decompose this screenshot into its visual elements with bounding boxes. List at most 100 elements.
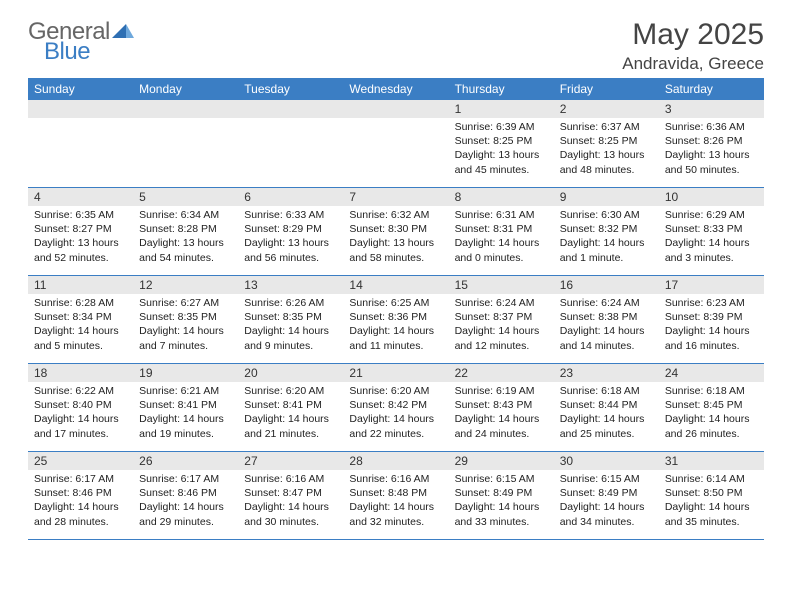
sunrise-line: Sunrise: 6:35 AM — [34, 208, 127, 222]
day-number: 11 — [28, 276, 133, 294]
daylight-line: Daylight: 14 hours and 0 minutes. — [455, 236, 548, 264]
day-cell: 31Sunrise: 6:14 AMSunset: 8:50 PMDayligh… — [659, 452, 764, 540]
daylight-line: Daylight: 13 hours and 52 minutes. — [34, 236, 127, 264]
sunset-line: Sunset: 8:32 PM — [560, 222, 653, 236]
brand-line2: Blue — [44, 38, 90, 66]
day-cell: 20Sunrise: 6:20 AMSunset: 8:41 PMDayligh… — [238, 364, 343, 452]
day-number: 14 — [343, 276, 448, 294]
sunrise-line: Sunrise: 6:14 AM — [665, 472, 758, 486]
daylight-line: Daylight: 13 hours and 54 minutes. — [139, 236, 232, 264]
day-info: Sunrise: 6:15 AMSunset: 8:49 PMDaylight:… — [449, 470, 554, 529]
day-cell: 4Sunrise: 6:35 AMSunset: 8:27 PMDaylight… — [28, 188, 133, 276]
day-cell: 18Sunrise: 6:22 AMSunset: 8:40 PMDayligh… — [28, 364, 133, 452]
week-row: 4Sunrise: 6:35 AMSunset: 8:27 PMDaylight… — [28, 188, 764, 276]
day-cell: 22Sunrise: 6:19 AMSunset: 8:43 PMDayligh… — [449, 364, 554, 452]
day-number: 28 — [343, 452, 448, 470]
week-row: 25Sunrise: 6:17 AMSunset: 8:46 PMDayligh… — [28, 452, 764, 540]
sunset-line: Sunset: 8:42 PM — [349, 398, 442, 412]
sunset-line: Sunset: 8:29 PM — [244, 222, 337, 236]
sunset-line: Sunset: 8:41 PM — [139, 398, 232, 412]
day-info: Sunrise: 6:24 AMSunset: 8:38 PMDaylight:… — [554, 294, 659, 353]
day-info: Sunrise: 6:28 AMSunset: 8:34 PMDaylight:… — [28, 294, 133, 353]
sunrise-line: Sunrise: 6:20 AM — [349, 384, 442, 398]
dow-fri: Friday — [554, 78, 659, 100]
day-number: 15 — [449, 276, 554, 294]
day-number: 7 — [343, 188, 448, 206]
day-info: Sunrise: 6:36 AMSunset: 8:26 PMDaylight:… — [659, 118, 764, 177]
day-info: Sunrise: 6:20 AMSunset: 8:41 PMDaylight:… — [238, 382, 343, 441]
day-number: 25 — [28, 452, 133, 470]
sunrise-line: Sunrise: 6:15 AM — [560, 472, 653, 486]
day-cell: 10Sunrise: 6:29 AMSunset: 8:33 PMDayligh… — [659, 188, 764, 276]
day-number: 1 — [449, 100, 554, 118]
sunset-line: Sunset: 8:45 PM — [665, 398, 758, 412]
day-cell: 21Sunrise: 6:20 AMSunset: 8:42 PMDayligh… — [343, 364, 448, 452]
day-cell: 23Sunrise: 6:18 AMSunset: 8:44 PMDayligh… — [554, 364, 659, 452]
day-cell: 24Sunrise: 6:18 AMSunset: 8:45 PMDayligh… — [659, 364, 764, 452]
sunrise-line: Sunrise: 6:31 AM — [455, 208, 548, 222]
day-cell: 28Sunrise: 6:16 AMSunset: 8:48 PMDayligh… — [343, 452, 448, 540]
day-cell: 17Sunrise: 6:23 AMSunset: 8:39 PMDayligh… — [659, 276, 764, 364]
daylight-line: Daylight: 14 hours and 21 minutes. — [244, 412, 337, 440]
day-cell: 16Sunrise: 6:24 AMSunset: 8:38 PMDayligh… — [554, 276, 659, 364]
sunrise-line: Sunrise: 6:33 AM — [244, 208, 337, 222]
sunset-line: Sunset: 8:46 PM — [34, 486, 127, 500]
day-cell: 14Sunrise: 6:25 AMSunset: 8:36 PMDayligh… — [343, 276, 448, 364]
sunset-line: Sunset: 8:43 PM — [455, 398, 548, 412]
day-number: 13 — [238, 276, 343, 294]
month-title: May 2025 — [622, 18, 764, 52]
day-number: 17 — [659, 276, 764, 294]
daylight-line: Daylight: 14 hours and 5 minutes. — [34, 324, 127, 352]
week-row: 18Sunrise: 6:22 AMSunset: 8:40 PMDayligh… — [28, 364, 764, 452]
day-number: 12 — [133, 276, 238, 294]
day-info: Sunrise: 6:21 AMSunset: 8:41 PMDaylight:… — [133, 382, 238, 441]
day-number: 6 — [238, 188, 343, 206]
daylight-line: Daylight: 14 hours and 1 minute. — [560, 236, 653, 264]
day-number: 31 — [659, 452, 764, 470]
sunset-line: Sunset: 8:49 PM — [560, 486, 653, 500]
daylight-line: Daylight: 14 hours and 24 minutes. — [455, 412, 548, 440]
dow-header: Sunday Monday Tuesday Wednesday Thursday… — [28, 78, 764, 100]
day-cell: 29Sunrise: 6:15 AMSunset: 8:49 PMDayligh… — [449, 452, 554, 540]
daylight-line: Daylight: 14 hours and 26 minutes. — [665, 412, 758, 440]
sunrise-line: Sunrise: 6:24 AM — [560, 296, 653, 310]
day-cell: 2Sunrise: 6:37 AMSunset: 8:25 PMDaylight… — [554, 100, 659, 188]
sunset-line: Sunset: 8:35 PM — [139, 310, 232, 324]
sunset-line: Sunset: 8:28 PM — [139, 222, 232, 236]
calendar: Sunday Monday Tuesday Wednesday Thursday… — [28, 78, 764, 540]
daylight-line: Daylight: 14 hours and 28 minutes. — [34, 500, 127, 528]
day-cell: 11Sunrise: 6:28 AMSunset: 8:34 PMDayligh… — [28, 276, 133, 364]
sunrise-line: Sunrise: 6:28 AM — [34, 296, 127, 310]
sunset-line: Sunset: 8:35 PM — [244, 310, 337, 324]
sunrise-line: Sunrise: 6:30 AM — [560, 208, 653, 222]
day-info: Sunrise: 6:22 AMSunset: 8:40 PMDaylight:… — [28, 382, 133, 441]
day-info: Sunrise: 6:27 AMSunset: 8:35 PMDaylight:… — [133, 294, 238, 353]
day-info: Sunrise: 6:24 AMSunset: 8:37 PMDaylight:… — [449, 294, 554, 353]
day-info: Sunrise: 6:32 AMSunset: 8:30 PMDaylight:… — [343, 206, 448, 265]
day-cell: 30Sunrise: 6:15 AMSunset: 8:49 PMDayligh… — [554, 452, 659, 540]
week-row: 1Sunrise: 6:39 AMSunset: 8:25 PMDaylight… — [28, 100, 764, 188]
daylight-line: Daylight: 14 hours and 7 minutes. — [139, 324, 232, 352]
sunrise-line: Sunrise: 6:25 AM — [349, 296, 442, 310]
day-number: 24 — [659, 364, 764, 382]
sunset-line: Sunset: 8:25 PM — [560, 134, 653, 148]
day-info: Sunrise: 6:15 AMSunset: 8:49 PMDaylight:… — [554, 470, 659, 529]
day-number: 30 — [554, 452, 659, 470]
daylight-line: Daylight: 13 hours and 48 minutes. — [560, 148, 653, 176]
sunset-line: Sunset: 8:49 PM — [455, 486, 548, 500]
day-number — [343, 100, 448, 118]
day-cell: 1Sunrise: 6:39 AMSunset: 8:25 PMDaylight… — [449, 100, 554, 188]
sunset-line: Sunset: 8:40 PM — [34, 398, 127, 412]
day-info: Sunrise: 6:30 AMSunset: 8:32 PMDaylight:… — [554, 206, 659, 265]
sunset-line: Sunset: 8:39 PM — [665, 310, 758, 324]
day-cell: 27Sunrise: 6:16 AMSunset: 8:47 PMDayligh… — [238, 452, 343, 540]
day-info: Sunrise: 6:29 AMSunset: 8:33 PMDaylight:… — [659, 206, 764, 265]
daylight-line: Daylight: 14 hours and 35 minutes. — [665, 500, 758, 528]
day-cell: 8Sunrise: 6:31 AMSunset: 8:31 PMDaylight… — [449, 188, 554, 276]
dow-sun: Sunday — [28, 78, 133, 100]
day-number: 20 — [238, 364, 343, 382]
day-info: Sunrise: 6:17 AMSunset: 8:46 PMDaylight:… — [133, 470, 238, 529]
daylight-line: Daylight: 14 hours and 16 minutes. — [665, 324, 758, 352]
daylight-line: Daylight: 14 hours and 17 minutes. — [34, 412, 127, 440]
dow-tue: Tuesday — [238, 78, 343, 100]
